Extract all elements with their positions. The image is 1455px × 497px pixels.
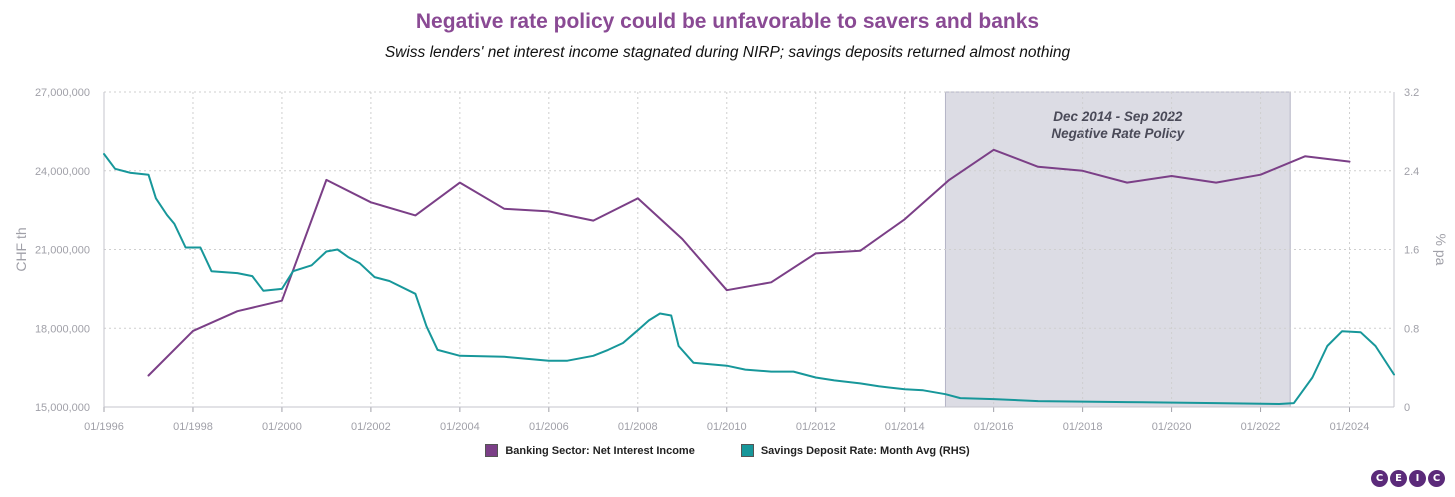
x-tick-label: 01/2006 xyxy=(529,421,569,433)
ceic-logo: C E I C xyxy=(1371,470,1445,487)
y-tick-label: 21,000,000 xyxy=(35,245,90,257)
x-tick-label: 01/2008 xyxy=(618,421,658,433)
series-line-savings-deposit-rate xyxy=(103,153,1395,405)
x-tick-label: 01/2022 xyxy=(1241,421,1281,433)
x-tick-label: 01/2002 xyxy=(351,421,391,433)
y2-axis-title: % pa xyxy=(1433,234,1449,266)
x-tick-label: 01/1998 xyxy=(173,421,213,433)
chart-legend: Banking Sector: Net Interest Income Savi… xyxy=(0,444,1455,457)
x-tick-label: 01/2018 xyxy=(1063,421,1103,433)
legend-swatch-net-interest-income xyxy=(485,444,499,457)
chart-title: Negative rate policy could be unfavorabl… xyxy=(415,10,1040,33)
annotation-label: Dec 2014 - Sep 2022 xyxy=(1053,109,1183,124)
x-tick-label: 01/2010 xyxy=(707,421,747,433)
y-tick-label: 27,000,000 xyxy=(35,87,90,99)
x-tick-label: 01/2014 xyxy=(885,421,925,433)
nirp-shaded-region xyxy=(944,91,1291,408)
y2-tick-label: 0 xyxy=(1404,402,1410,414)
legend-item-net-interest-income[interactable]: Banking Sector: Net Interest Income xyxy=(485,444,695,457)
x-tick-label: 01/2016 xyxy=(974,421,1014,433)
y2-tick-label: 0.8 xyxy=(1404,323,1419,335)
line-chart: Dec 2014 - Sep 2022 Negative Rate Policy 1… xyxy=(13,87,1449,433)
y-axis-title: CHF th xyxy=(13,227,29,271)
legend-label-savings-deposit-rate: Savings Deposit Rate: Month Avg (RHS) xyxy=(760,444,970,457)
x-tick-label: 01/1996 xyxy=(84,421,124,433)
x-tick-label: 01/2004 xyxy=(440,421,480,433)
y2-tick-label: 2.4 xyxy=(1404,166,1419,178)
y-tick-label: 18,000,000 xyxy=(35,323,90,335)
x-tick-label: 01/2012 xyxy=(796,421,836,433)
logo-letter: C xyxy=(1428,470,1445,487)
legend-label-net-interest-income: Banking Sector: Net Interest Income xyxy=(505,444,695,457)
chart-subtitle: Swiss lenders' net interest income stagn… xyxy=(384,44,1071,61)
y2-tick-label: 3.2 xyxy=(1404,87,1419,99)
y2-tick-label: 1.6 xyxy=(1404,245,1419,257)
x-tick-label: 01/2024 xyxy=(1330,421,1370,433)
x-tick-label: 01/2000 xyxy=(262,421,302,433)
series-line-net-interest-income xyxy=(147,148,1351,377)
logo-letter: C xyxy=(1371,470,1388,487)
legend-item-savings-deposit-rate[interactable]: Savings Deposit Rate: Month Avg (RHS) xyxy=(740,444,970,457)
logo-letter: E xyxy=(1390,470,1407,487)
annotation-label: Negative Rate Policy xyxy=(1051,126,1185,141)
x-tick-label: 01/2020 xyxy=(1152,421,1192,433)
y-tick-label: 15,000,000 xyxy=(35,402,90,414)
logo-letter: I xyxy=(1409,470,1426,487)
legend-swatch-savings-deposit-rate xyxy=(740,444,754,457)
y-tick-label: 24,000,000 xyxy=(35,166,90,178)
